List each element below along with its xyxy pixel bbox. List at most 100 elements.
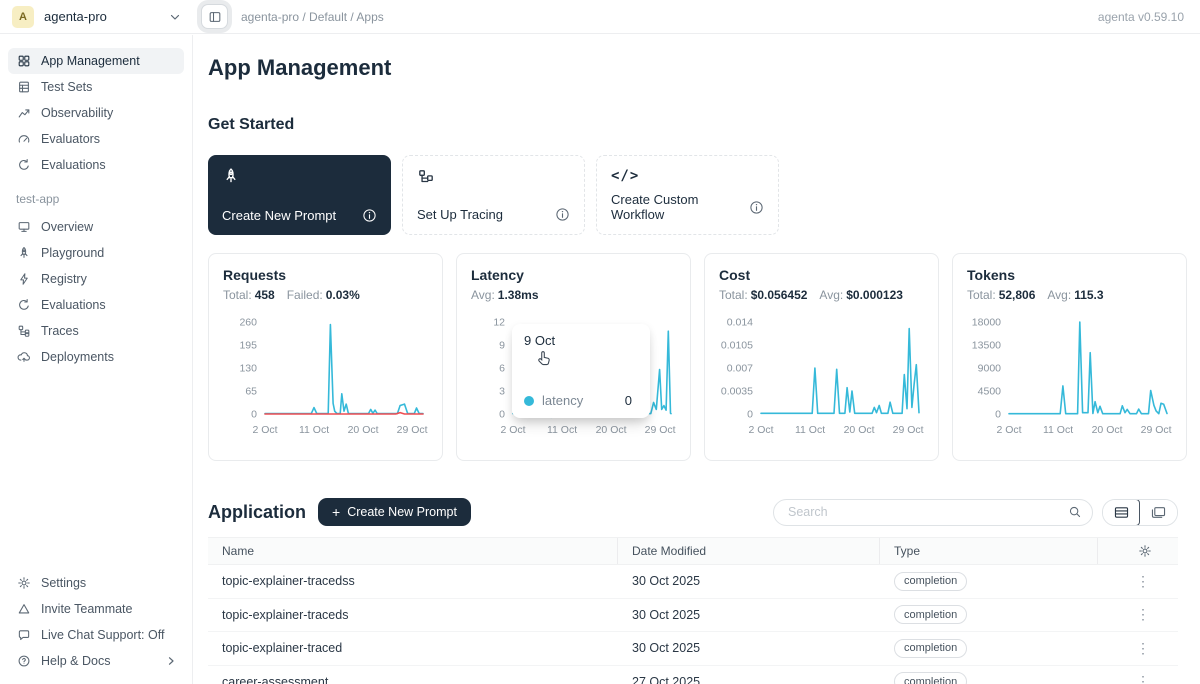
application-heading: Application xyxy=(208,501,306,522)
gauge-icon xyxy=(16,132,31,147)
svg-text:11 Oct: 11 Oct xyxy=(299,424,329,436)
info-icon[interactable] xyxy=(749,200,764,215)
sidebar-item-app-management[interactable]: App Management xyxy=(8,48,184,74)
create-custom-workflow-card[interactable]: </> Create Custom Workflow xyxy=(596,155,779,235)
cost-card: Cost Total: $0.056452 Avg: $0.000123 0 0.00… xyxy=(704,253,939,461)
chart-title: Tokens xyxy=(967,267,1015,283)
sidebar: App Management Test Sets Observability E… xyxy=(0,35,193,684)
sidebar-item-label: Observability xyxy=(41,106,114,120)
sidebar-item-evaluations[interactable]: Evaluations xyxy=(8,152,184,178)
app-name: topic-explainer-traced xyxy=(222,641,343,656)
svg-text:2 Oct: 2 Oct xyxy=(252,424,277,436)
svg-text:0: 0 xyxy=(499,409,505,421)
sidebar-item-test-sets[interactable]: Test Sets xyxy=(8,74,184,100)
set-up-tracing-card[interactable]: Set Up Tracing xyxy=(402,155,585,235)
sidebar-item-traces[interactable]: Traces xyxy=(8,318,184,344)
sidebar-item-evaluators[interactable]: Evaluators xyxy=(8,126,184,152)
cost-chart[interactable]: 0 0.0035 0.007 0.0105 0.014 2 Oct 11 Oct 20 Oct… xyxy=(719,310,924,442)
sidebar-item-label: Help & Docs xyxy=(41,654,111,668)
gear-icon xyxy=(16,576,31,591)
rocket-icon xyxy=(222,167,377,185)
create-new-prompt-card[interactable]: Create New Prompt xyxy=(208,155,391,235)
app-date: 30 Oct 2025 xyxy=(632,607,701,622)
hand-cursor-icon xyxy=(536,350,638,367)
table-settings-cell xyxy=(1098,538,1178,564)
svg-text:0.014: 0.014 xyxy=(727,317,753,329)
plus-icon: + xyxy=(332,504,341,520)
sidebar-item-label: Overview xyxy=(41,220,94,234)
type-badge: completion xyxy=(894,672,968,684)
table-row[interactable]: career-assessment 27 Oct 2025 completion… xyxy=(208,666,1178,684)
chevron-right-icon xyxy=(166,656,176,666)
card-view-button[interactable] xyxy=(1139,499,1177,525)
app-group-label: test-app xyxy=(16,192,60,206)
sidebar-item-label: Deployments xyxy=(41,350,114,364)
svg-text:11 Oct: 11 Oct xyxy=(1043,424,1073,436)
cloud-icon xyxy=(16,350,31,365)
row-menu-button[interactable]: ⋮ xyxy=(1136,572,1150,589)
svg-text:0: 0 xyxy=(251,409,257,421)
app-date: 30 Oct 2025 xyxy=(632,641,701,656)
sidebar-item-settings[interactable]: Settings xyxy=(8,570,184,596)
app-name: topic-explainer-tracedss xyxy=(222,574,355,589)
topbar: A agenta-pro agenta-pro / Default / Apps… xyxy=(0,0,1200,34)
col-header-name: Name xyxy=(208,538,618,564)
sidebar-collapse-button[interactable] xyxy=(201,4,228,29)
lightning-icon xyxy=(16,272,31,287)
tooltip-date: 9 Oct xyxy=(524,333,556,348)
svg-text:3: 3 xyxy=(499,386,505,398)
tooltip-value: 0 xyxy=(624,393,632,408)
workspace-name: agenta-pro xyxy=(44,9,107,24)
svg-text:2 Oct: 2 Oct xyxy=(996,424,1021,436)
row-menu-button[interactable]: ⋮ xyxy=(1136,639,1150,656)
svg-text:29 Oct: 29 Oct xyxy=(645,424,676,436)
table-view-button[interactable] xyxy=(1103,499,1140,525)
sidebar-item-app-evaluations[interactable]: Evaluations xyxy=(8,292,184,318)
create-new-prompt-button[interactable]: + Create New Prompt xyxy=(318,498,471,526)
line-chart-icon xyxy=(16,106,31,121)
sidebar-item-live-chat-support[interactable]: Live Chat Support: Off xyxy=(8,622,184,648)
sidebar-item-playground[interactable]: Playground xyxy=(8,240,184,266)
workspace-selector[interactable]: A agenta-pro xyxy=(0,5,193,28)
sidebar-panel-icon xyxy=(209,11,220,22)
gear-icon[interactable] xyxy=(1138,544,1152,558)
sidebar-item-registry[interactable]: Registry xyxy=(8,266,184,292)
sidebar-item-help-docs[interactable]: Help & Docs xyxy=(8,648,184,674)
table-header: Name Date Modified Type xyxy=(208,537,1178,565)
sidebar-item-label: Evaluators xyxy=(41,132,101,146)
sidebar-item-label: Registry xyxy=(41,272,87,286)
sidebar-item-label: Evaluations xyxy=(41,298,106,312)
sidebar-item-deployments[interactable]: Deployments xyxy=(8,344,184,370)
svg-text:0.0035: 0.0035 xyxy=(721,386,753,398)
type-badge: completion xyxy=(894,571,968,591)
table-list-icon xyxy=(16,80,31,95)
sidebar-item-invite-teammate[interactable]: Invite Teammate xyxy=(8,596,184,622)
svg-text:4500: 4500 xyxy=(978,386,1002,398)
info-icon[interactable] xyxy=(555,207,570,222)
type-badge: completion xyxy=(894,605,968,625)
svg-text:65: 65 xyxy=(245,386,257,398)
svg-text:2 Oct: 2 Oct xyxy=(748,424,773,436)
tracing-icon xyxy=(417,168,570,186)
sidebar-item-overview[interactable]: Overview xyxy=(8,214,184,240)
metric-charts: Requests Total: 458 Failed: 0.03% 0 65 130 19… xyxy=(208,253,1187,461)
svg-text:9: 9 xyxy=(499,340,505,352)
table-row[interactable]: topic-explainer-traced 30 Oct 2025 compl… xyxy=(208,632,1178,666)
info-icon[interactable] xyxy=(362,208,377,223)
table-row[interactable]: topic-explainer-tracedss 30 Oct 2025 com… xyxy=(208,565,1178,599)
sidebar-item-label: Test Sets xyxy=(41,80,93,94)
table-row[interactable]: topic-explainer-traceds 30 Oct 2025 comp… xyxy=(208,599,1178,632)
main-content: App Management Get Started Create New Pr… xyxy=(194,35,1200,684)
requests-chart[interactable]: 0 65 130 195 260 2 Oct 11 Oct 20 Oct 29 Oct xyxy=(223,310,428,442)
sidebar-item-observability[interactable]: Observability xyxy=(8,100,184,126)
row-menu-button[interactable]: ⋮ xyxy=(1136,606,1150,623)
refresh-icon xyxy=(16,158,31,173)
breadcrumb[interactable]: agenta-pro / Default / Apps xyxy=(241,9,384,24)
tokens-chart[interactable]: 0 4500 9000 13500 18000 2 Oct 11 Oct 20 Oct 29 O… xyxy=(967,310,1172,442)
row-menu-button[interactable]: ⋮ xyxy=(1136,673,1150,684)
sidebar-item-label: Playground xyxy=(41,246,105,260)
svg-text:0: 0 xyxy=(995,409,1001,421)
refresh-icon xyxy=(16,298,31,313)
svg-text:260: 260 xyxy=(239,317,257,329)
search-input[interactable] xyxy=(786,504,1068,520)
